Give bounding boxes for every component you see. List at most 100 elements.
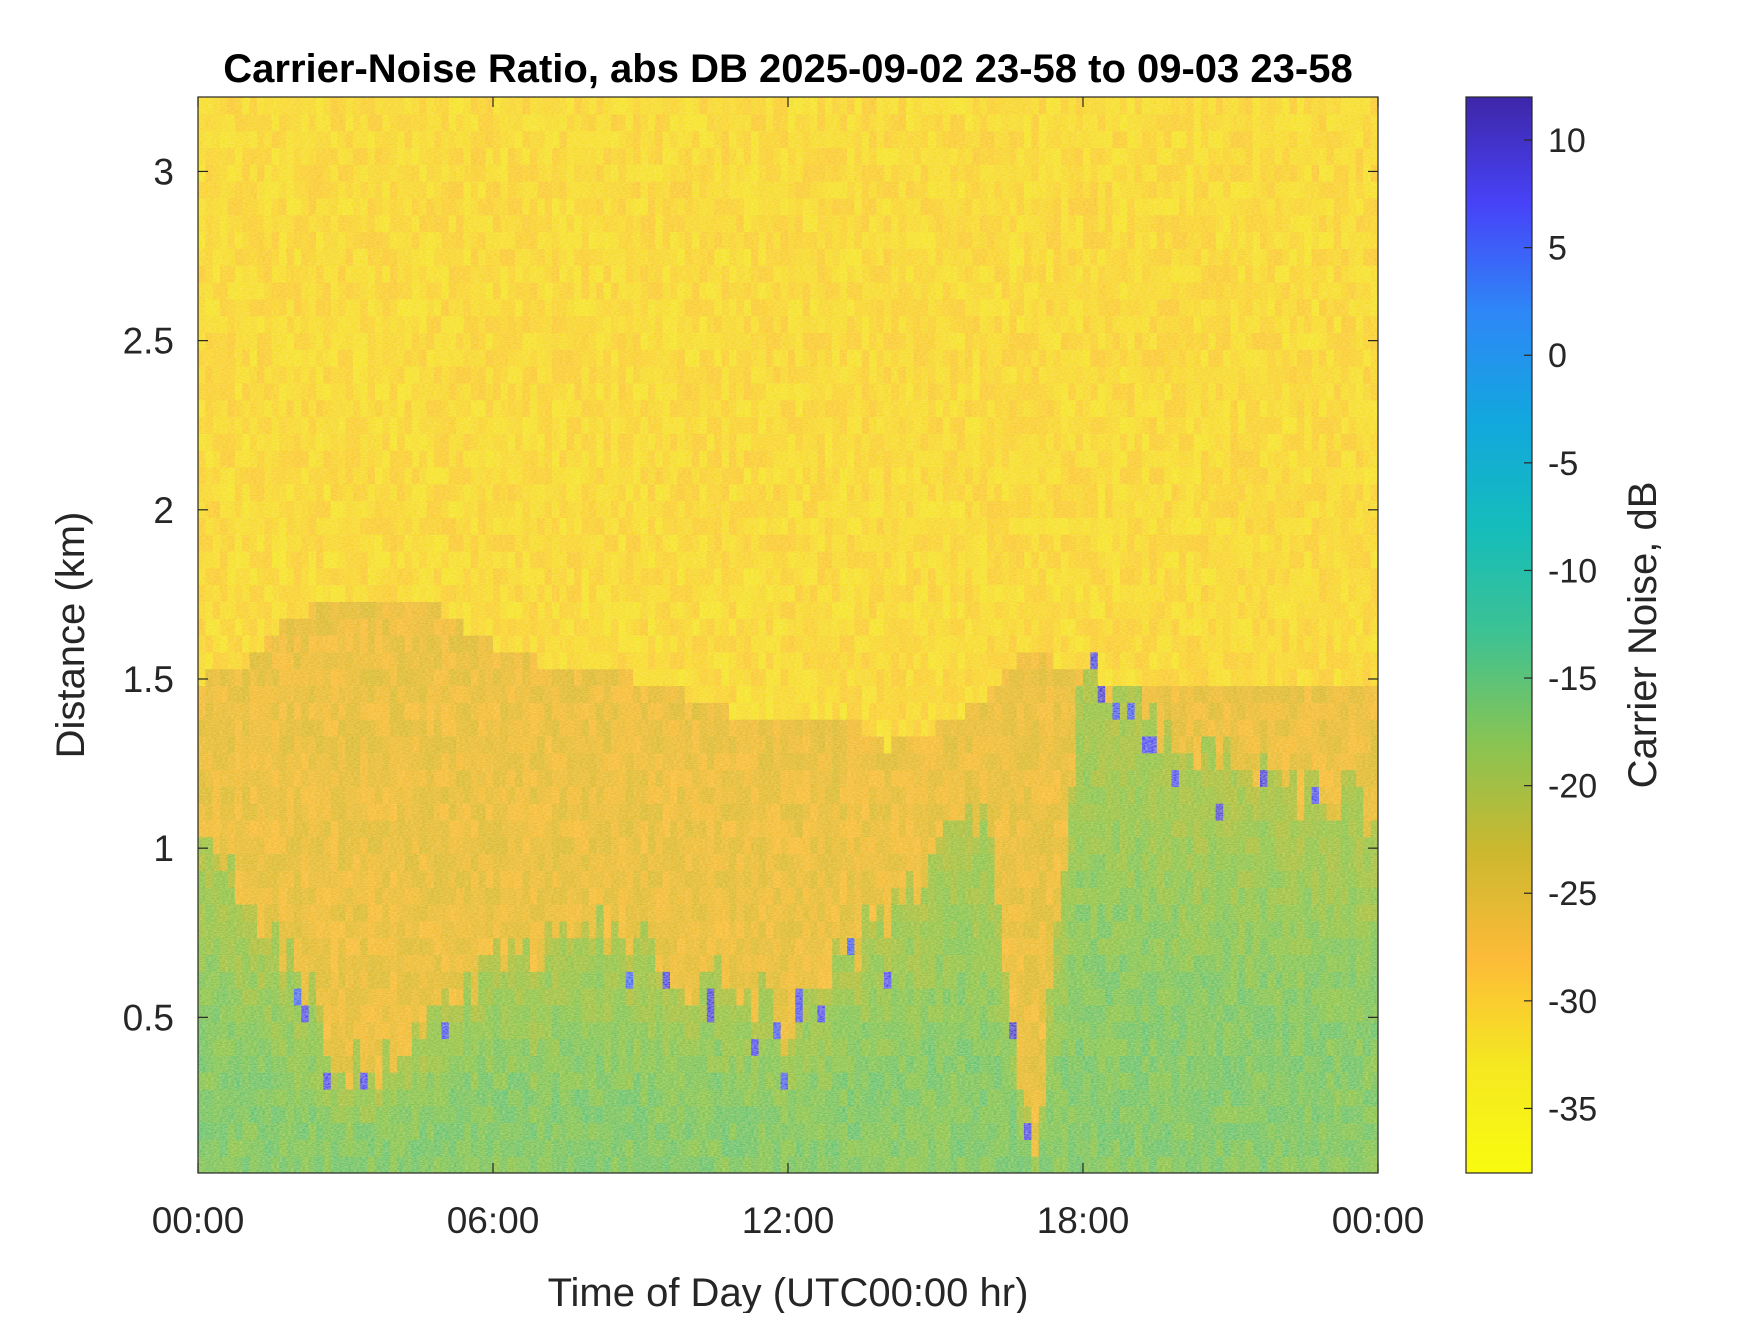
heatmap-cell xyxy=(360,1106,368,1123)
heatmap-cell xyxy=(294,332,302,349)
heatmap-cell xyxy=(419,181,427,198)
heatmap-cell xyxy=(537,1139,545,1156)
heatmap-cell xyxy=(633,551,641,568)
heatmap-cell xyxy=(456,652,464,669)
heatmap-cell xyxy=(736,1022,744,1039)
heatmap-cell xyxy=(641,215,649,232)
heatmap-cell xyxy=(220,803,228,820)
heatmap-cell xyxy=(670,585,678,602)
heatmap-cell xyxy=(382,164,390,181)
heatmap-cell xyxy=(641,551,649,568)
heatmap-cell xyxy=(205,971,213,988)
heatmap-cell xyxy=(670,484,678,501)
heatmap-cell xyxy=(368,585,376,602)
heatmap-cell xyxy=(228,971,236,988)
heatmap-cell xyxy=(508,971,516,988)
heatmap-cell xyxy=(323,988,331,1005)
heatmap-cell xyxy=(633,282,641,299)
heatmap-cell xyxy=(242,1005,250,1022)
heatmap-cell xyxy=(478,702,486,719)
heatmap-cell xyxy=(648,1039,656,1056)
heatmap-cell xyxy=(714,685,722,702)
heatmap-cell xyxy=(213,265,221,282)
heatmap-cell xyxy=(301,601,309,618)
heatmap-cell xyxy=(250,1156,258,1173)
heatmap-cell xyxy=(530,349,538,366)
heatmap-cell xyxy=(515,1089,523,1106)
heatmap-cell xyxy=(766,904,774,921)
heatmap-cell xyxy=(759,803,767,820)
heatmap-cell xyxy=(368,433,376,450)
heatmap-cell xyxy=(205,164,213,181)
heatmap-cell xyxy=(405,652,413,669)
heatmap-cell xyxy=(441,770,449,787)
heatmap-cell xyxy=(685,164,693,181)
heatmap-cell xyxy=(700,971,708,988)
heatmap-cell xyxy=(655,198,663,215)
heatmap-cell xyxy=(257,349,265,366)
heatmap-cell xyxy=(559,1055,567,1072)
heatmap-cell xyxy=(648,282,656,299)
heatmap-cell xyxy=(301,248,309,265)
heatmap-cell xyxy=(618,837,626,854)
heatmap-cell xyxy=(530,1055,538,1072)
heatmap-cell xyxy=(301,1005,309,1022)
heatmap-cell xyxy=(589,265,597,282)
heatmap-cell xyxy=(722,702,730,719)
heatmap-cell xyxy=(412,332,420,349)
heatmap-cell xyxy=(729,366,737,383)
heatmap-cell xyxy=(700,114,708,131)
heatmap-cell xyxy=(427,921,435,938)
heatmap-cell xyxy=(205,215,213,232)
heatmap-cell xyxy=(287,282,295,299)
heatmap-cell xyxy=(331,1055,339,1072)
heatmap-cell xyxy=(360,517,368,534)
heatmap-cell xyxy=(205,1123,213,1140)
heatmap-cell xyxy=(641,198,649,215)
heatmap-cell xyxy=(309,1072,317,1089)
heatmap-cell xyxy=(419,971,427,988)
heatmap-cell xyxy=(523,416,531,433)
heatmap-cell xyxy=(559,181,567,198)
heatmap-cell xyxy=(235,820,243,837)
heatmap-cell xyxy=(309,332,317,349)
heatmap-cell xyxy=(242,685,250,702)
heatmap-cell xyxy=(722,971,730,988)
heatmap-cell xyxy=(360,248,368,265)
heatmap-cell xyxy=(287,332,295,349)
heatmap-cell xyxy=(220,131,228,148)
heatmap-cell xyxy=(449,349,457,366)
heatmap-cell xyxy=(486,1123,494,1140)
heatmap-cell xyxy=(655,837,663,854)
heatmap-cell xyxy=(390,215,398,232)
heatmap-cell xyxy=(419,316,427,333)
heatmap-cell xyxy=(205,702,213,719)
heatmap-cell xyxy=(729,534,737,551)
heatmap-cell xyxy=(545,669,553,686)
heatmap-cell xyxy=(641,803,649,820)
heatmap-cell xyxy=(287,954,295,971)
heatmap-cell xyxy=(412,635,420,652)
heatmap-cell xyxy=(626,870,634,887)
heatmap-cell xyxy=(596,753,604,770)
heatmap-cell xyxy=(523,232,531,249)
heatmap-cell xyxy=(419,534,427,551)
heatmap-cell xyxy=(412,114,420,131)
heatmap-cell xyxy=(257,921,265,938)
heatmap-cell xyxy=(309,1089,317,1106)
heatmap-cell xyxy=(611,1123,619,1140)
heatmap-cell xyxy=(471,568,479,585)
heatmap-cell xyxy=(309,921,317,938)
heatmap-cell xyxy=(545,1039,553,1056)
heatmap-cell xyxy=(744,971,752,988)
heatmap-cell xyxy=(250,450,258,467)
heatmap-cell xyxy=(707,517,715,534)
heatmap-cell xyxy=(729,1106,737,1123)
heatmap-cell xyxy=(242,248,250,265)
heatmap-cell xyxy=(648,1005,656,1022)
heatmap-cell xyxy=(205,232,213,249)
heatmap-cell xyxy=(213,854,221,871)
heatmap-cell xyxy=(677,332,685,349)
heatmap-cell xyxy=(545,366,553,383)
heatmap-cell xyxy=(567,1055,575,1072)
